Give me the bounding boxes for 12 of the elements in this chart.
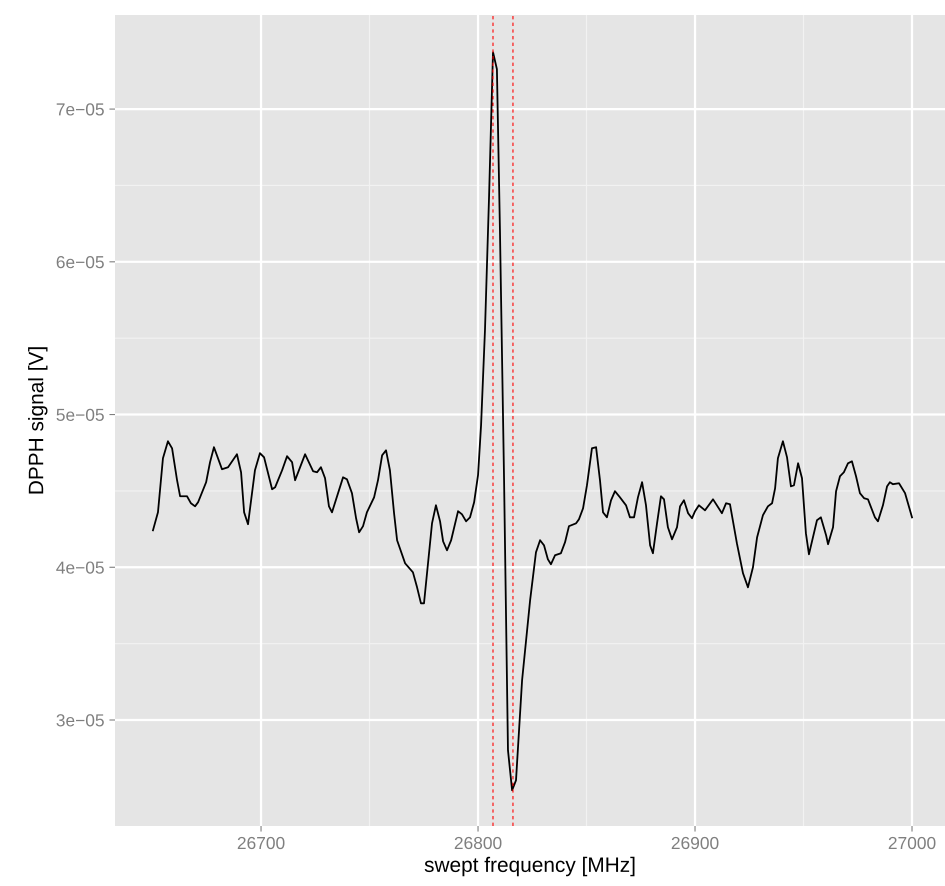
y-tick-label: 3e−05 [56,714,104,726]
line-series [152,51,913,792]
y-tick-label: 5e−05 [56,408,104,422]
x-tick-label: 26700 [238,836,284,850]
x-tick-label: 26900 [672,836,718,850]
y-tick-label: 4e−05 [56,561,104,574]
y-tick-label: 6e−05 [56,256,104,268]
x-tick-label: 27000 [888,836,936,850]
x-axis-title: swept frequency [MHz] [424,856,634,876]
y-axis-title: DPPH signal [V] [28,347,48,494]
x-tick-label: 26800 [454,836,502,850]
y-tick-label: 7e−05 [56,103,104,116]
